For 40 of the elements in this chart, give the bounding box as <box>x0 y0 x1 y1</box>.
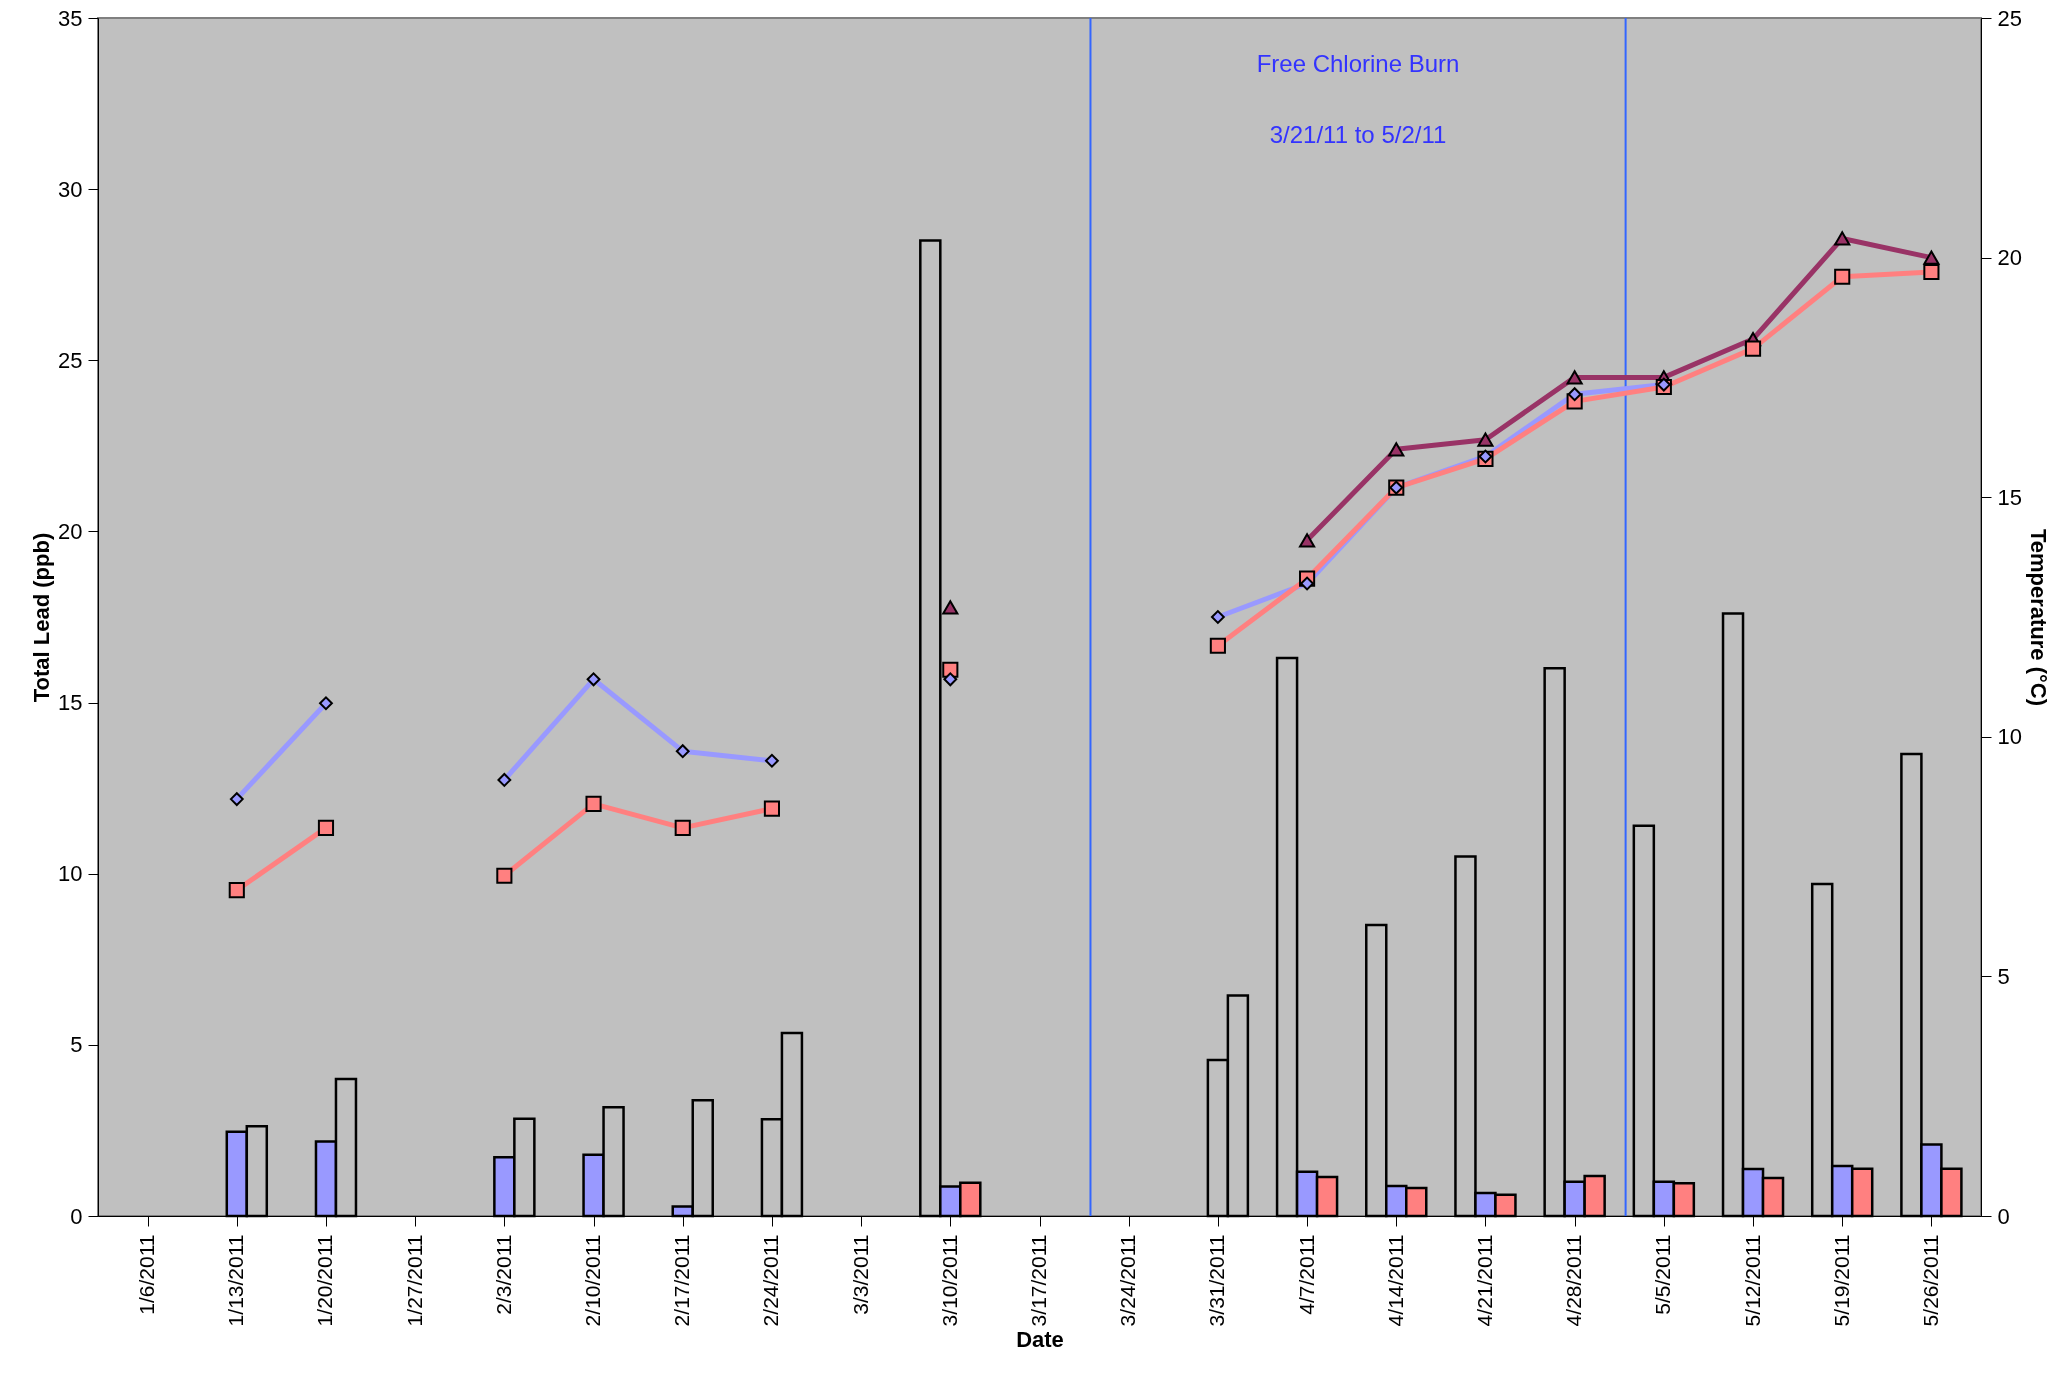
y-axis-title: Total Lead (ppb) <box>29 532 55 703</box>
y2-axis-title: Temperature (°C) <box>2025 528 2051 707</box>
x-tick-label: 2/24/2011 <box>759 1234 783 1327</box>
y-tick-label: 10 <box>58 861 83 887</box>
y-tick-label: 30 <box>58 176 83 202</box>
y2-tick-label: 10 <box>1997 724 2022 750</box>
x-tick-label: 5/12/2011 <box>1740 1234 1764 1327</box>
y-tick-label: 35 <box>58 5 83 31</box>
x-tick-label: 3/31/2011 <box>1205 1234 1229 1327</box>
annotation: Free Chlorine Burn <box>1256 50 1460 77</box>
x-tick-label: 2/10/2011 <box>581 1234 605 1327</box>
x-tick-label: 1/13/2011 <box>224 1234 248 1327</box>
x-tick-label: 4/7/2011 <box>1294 1234 1318 1315</box>
y2-tick-label: 20 <box>1997 245 2022 271</box>
x-tick-label: 5/26/2011 <box>1918 1234 1942 1327</box>
x-tick-label: 4/14/2011 <box>1383 1234 1407 1327</box>
y2-tick-label: 25 <box>1997 5 2022 31</box>
y-tick-label: 5 <box>70 1032 83 1058</box>
x-tick-label: 1/20/2011 <box>313 1234 337 1327</box>
y-tick-label: 25 <box>58 347 83 373</box>
x-tick-label: 4/28/2011 <box>1562 1234 1586 1327</box>
x-tick-label: 1/27/2011 <box>402 1234 426 1327</box>
x-tick-label: 3/24/2011 <box>1116 1234 1140 1327</box>
y-tick-label: 0 <box>70 1203 83 1229</box>
y2-tick-label: 5 <box>1997 963 2010 989</box>
x-tick-label: 3/3/2011 <box>848 1234 872 1315</box>
x-axis-title: Date <box>1016 1327 1064 1353</box>
x-tick-label: 2/3/2011 <box>491 1234 515 1315</box>
x-tick-label: 5/19/2011 <box>1829 1234 1853 1327</box>
x-tick-label: 4/21/2011 <box>1472 1234 1496 1327</box>
x-tick-label: 1/6/2011 <box>135 1234 159 1315</box>
y-tick-label: 15 <box>58 690 83 716</box>
x-tick-label: 2/17/2011 <box>670 1234 694 1327</box>
x-tick-label: 3/17/2011 <box>1027 1234 1050 1327</box>
x-tick-label: 3/10/2011 <box>937 1234 961 1327</box>
x-tick-label: 5/5/2011 <box>1651 1234 1675 1315</box>
y-tick-label: 20 <box>58 518 83 544</box>
y2-tick-label: 0 <box>1997 1203 2010 1229</box>
annotation: 3/21/11 to 5/2/11 <box>1269 121 1447 148</box>
y2-tick-label: 15 <box>1997 484 2022 510</box>
